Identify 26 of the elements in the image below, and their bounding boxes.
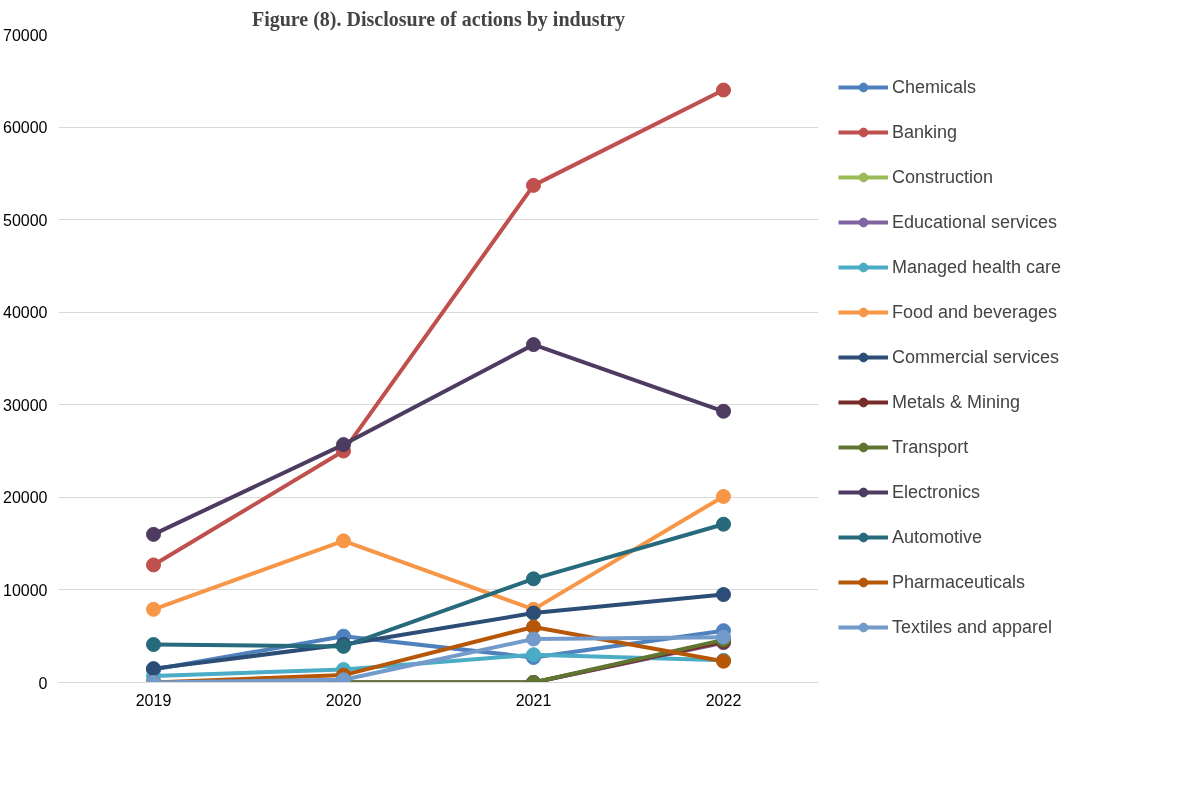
legend-label: Textiles and apparel (892, 616, 1053, 638)
legend-label: Educational services (892, 211, 1058, 233)
x-tick-label: 2021 (515, 691, 552, 709)
x-tick-label: 2022 (705, 691, 742, 709)
chart-title: Figure (8). Disclosure of actions by industry (251, 7, 626, 31)
y-tick-label: 70000 (3, 26, 48, 44)
legend-label: Commercial services (892, 346, 1060, 368)
legend-label: Metals & Mining (892, 391, 1021, 413)
legend-label: Food and beverages (892, 301, 1058, 323)
legend-label: Chemicals (892, 76, 977, 98)
legend-label: Automotive (892, 526, 983, 548)
legend-label: Electronics (892, 481, 981, 503)
legend-label: Pharmaceuticals (892, 571, 1026, 593)
legend-label: Managed health care (892, 256, 1062, 278)
y-tick-label: 50000 (3, 211, 48, 229)
y-tick-label: 10000 (3, 581, 48, 599)
x-tick-label: 2019 (135, 691, 172, 709)
y-tick-label: 30000 (3, 396, 48, 414)
y-tick-label: 20000 (3, 489, 48, 507)
y-tick-label: 40000 (3, 304, 48, 322)
y-tick-label: 0 (38, 674, 48, 692)
legend-label: Banking (892, 121, 958, 143)
y-tick-label: 60000 (3, 119, 48, 137)
x-tick-label: 2020 (325, 691, 362, 709)
legend-label: Transport (892, 436, 969, 458)
legend-label: Construction (892, 166, 994, 188)
